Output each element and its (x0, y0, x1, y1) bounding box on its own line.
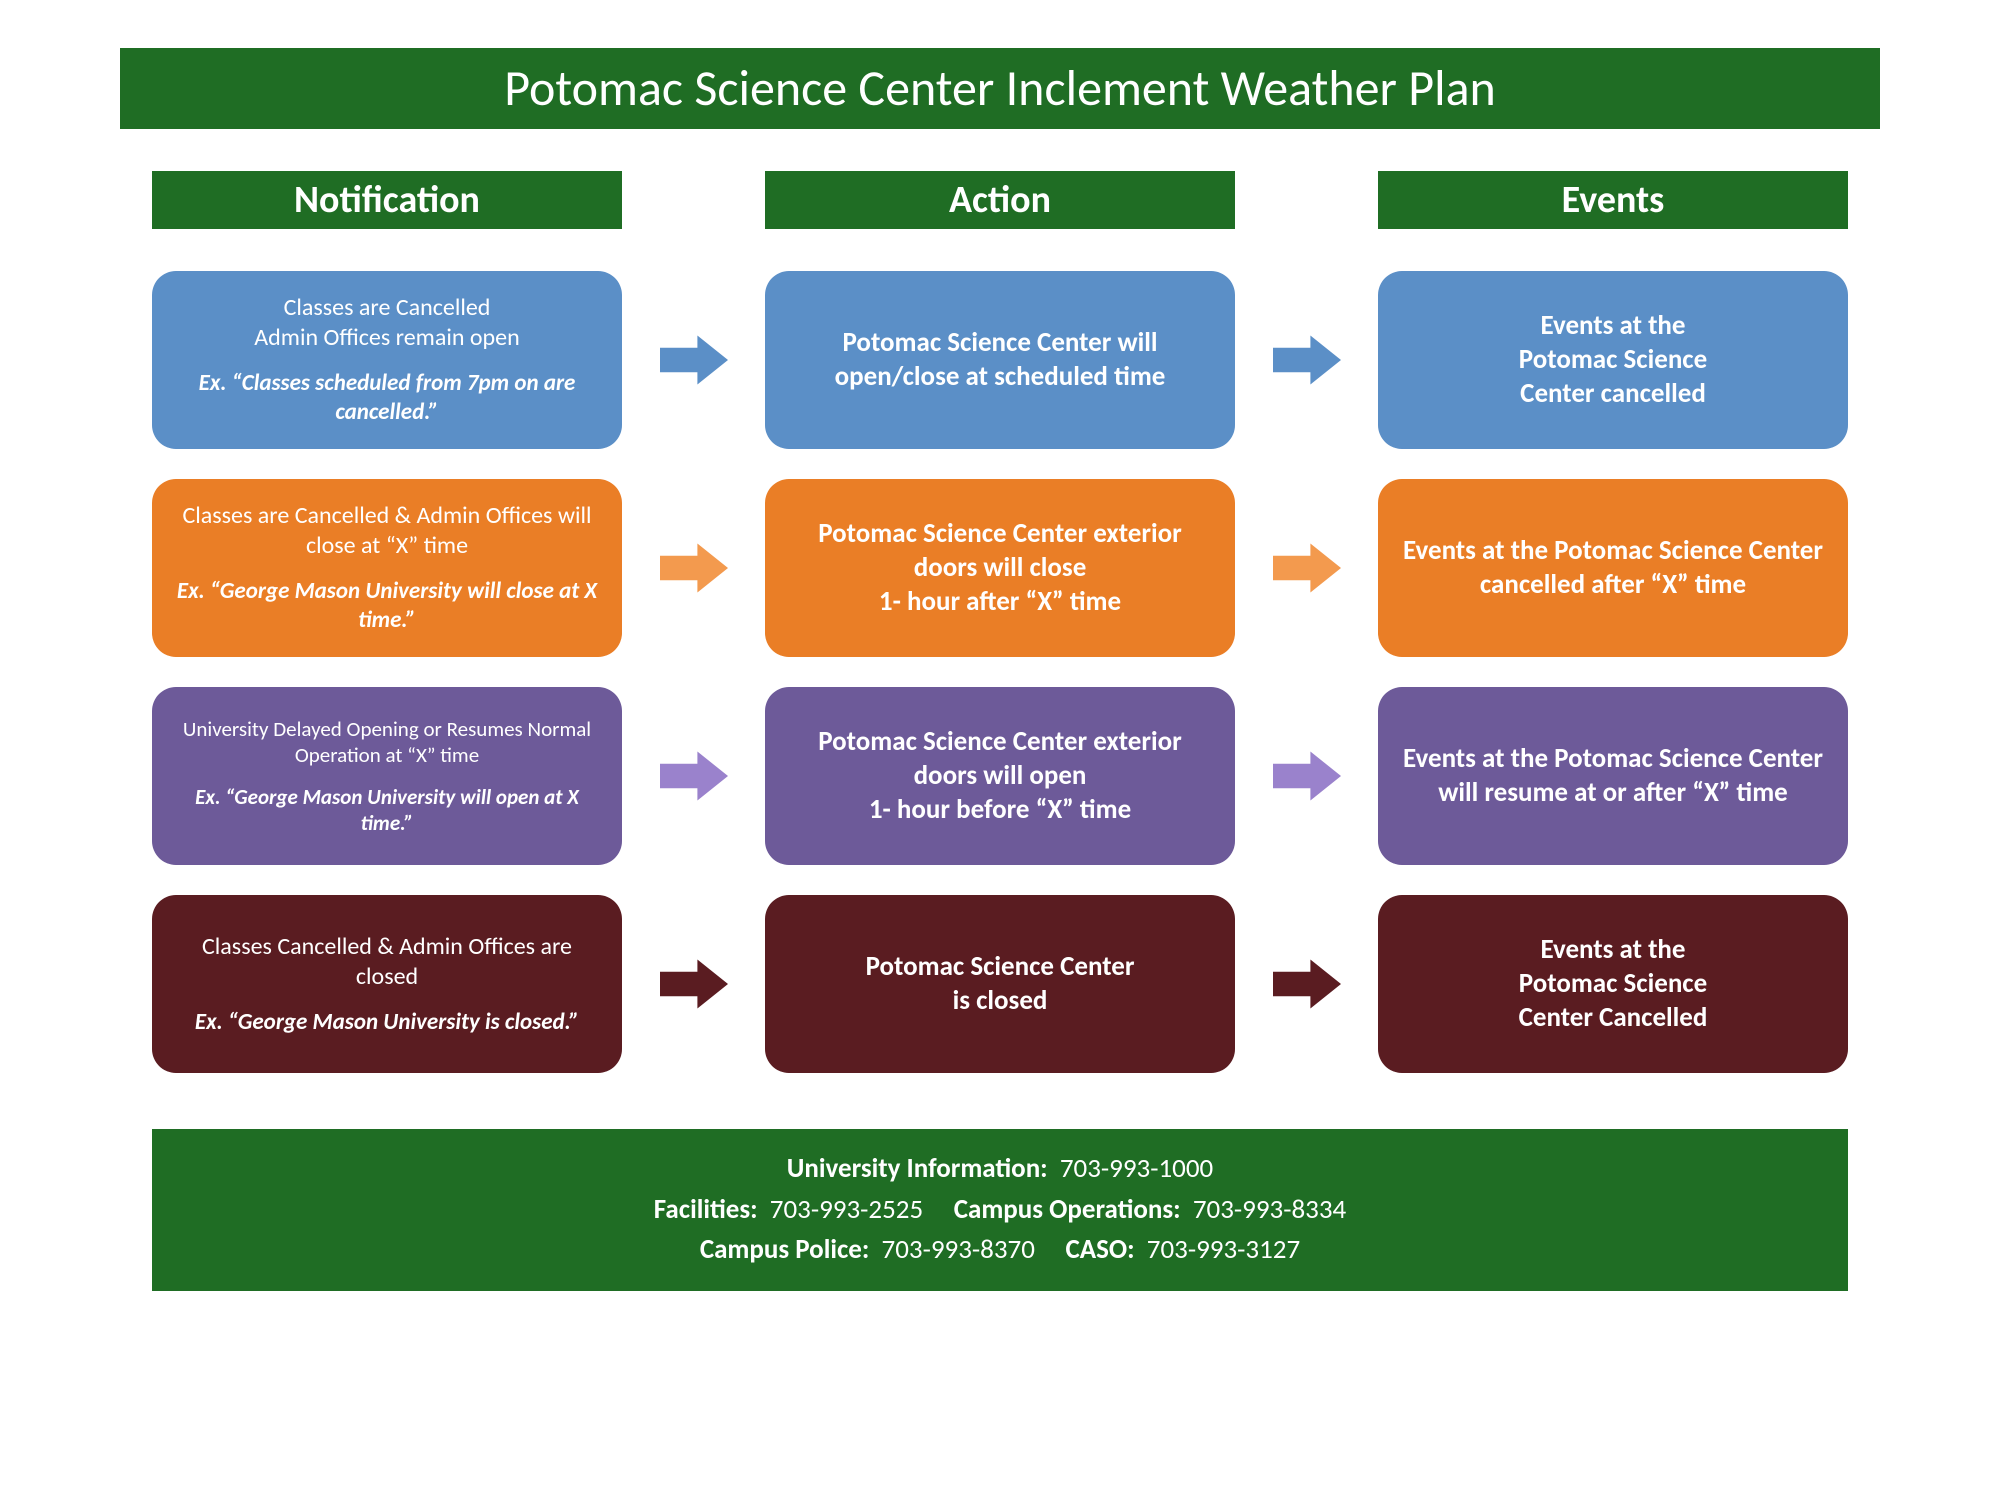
notification-example: Ex. “Classes scheduled from 7pm on are c… (172, 369, 602, 427)
notification-main: Classes are Cancelled & Admin Offices wi… (172, 501, 602, 561)
arrow-1 (655, 540, 733, 596)
footer-value: 703-993-1000 (1060, 1152, 1213, 1185)
notification-cell: Classes are CancelledAdmin Offices remai… (152, 271, 622, 449)
arrow-2 (1268, 540, 1346, 596)
arrow-1 (655, 956, 733, 1012)
header-action: Action (765, 171, 1235, 229)
notification-example: Ex. “George Mason University will close … (172, 577, 602, 635)
flow-rows: Classes are CancelledAdmin Offices remai… (152, 271, 1848, 1073)
footer-value: 703-993-2525 (770, 1193, 923, 1226)
notification-main: Classes are CancelledAdmin Offices remai… (254, 293, 519, 353)
notification-cell: Classes Cancelled & Admin Offices are cl… (152, 895, 622, 1073)
action-cell: Potomac Science Center exterior doors wi… (765, 687, 1235, 865)
arrow-icon (1273, 540, 1341, 596)
events-cell: Events at the Potomac Science Center can… (1378, 479, 1848, 657)
header-events: Events (1378, 171, 1848, 229)
footer-label: University Information: (787, 1152, 1048, 1185)
arrow-icon (660, 540, 728, 596)
events-cell: Events at thePotomac ScienceCenter cance… (1378, 271, 1848, 449)
flow-row-0: Classes are CancelledAdmin Offices remai… (152, 271, 1848, 449)
flow-row-2: University Delayed Opening or Resumes No… (152, 687, 1848, 865)
arrow-1 (655, 748, 733, 804)
arrow-icon (1273, 332, 1341, 388)
footer-value: 703-993-8334 (1193, 1193, 1346, 1226)
notification-main: University Delayed Opening or Resumes No… (172, 716, 602, 769)
flow-row-1: Classes are Cancelled & Admin Offices wi… (152, 479, 1848, 657)
arrow-2 (1268, 956, 1346, 1012)
action-cell: Potomac Science Center exterior doors wi… (765, 479, 1235, 657)
arrow-1 (655, 332, 733, 388)
action-cell: Potomac Science Centeris closed (765, 895, 1235, 1073)
header-notification: Notification (152, 171, 622, 229)
notification-main: Classes Cancelled & Admin Offices are cl… (172, 932, 602, 992)
notification-cell: Classes are Cancelled & Admin Offices wi… (152, 479, 622, 657)
arrow-icon (660, 748, 728, 804)
footer-value: 703-993-8370 (882, 1233, 1035, 1266)
notification-example: Ex. “George Mason University will open a… (172, 784, 602, 837)
arrow-2 (1268, 332, 1346, 388)
notification-cell: University Delayed Opening or Resumes No… (152, 687, 622, 865)
footer-contacts: University Information: 703-993-1000 Faci… (152, 1129, 1848, 1291)
notification-example: Ex. “George Mason University is closed.” (195, 1008, 579, 1037)
footer-label: Campus Operations: (954, 1193, 1181, 1226)
events-cell: Events at the Potomac Science Center wil… (1378, 687, 1848, 865)
footer-label: Facilities: (654, 1193, 758, 1226)
events-cell: Events at thePotomac ScienceCenter Cance… (1378, 895, 1848, 1073)
footer-value: 703-993-3127 (1147, 1233, 1300, 1266)
flow-row-3: Classes Cancelled & Admin Offices are cl… (152, 895, 1848, 1073)
arrow-icon (1273, 956, 1341, 1012)
arrow-2 (1268, 748, 1346, 804)
column-headers: Notification Action Events (152, 171, 1848, 229)
footer-label: CASO: (1065, 1233, 1134, 1266)
action-cell: Potomac Science Center will open/close a… (765, 271, 1235, 449)
arrow-icon (1273, 748, 1341, 804)
arrow-icon (660, 332, 728, 388)
footer-label: Campus Police: (700, 1233, 870, 1266)
arrow-icon (660, 956, 728, 1012)
page-title: Potomac Science Center Inclement Weather… (120, 48, 1880, 129)
